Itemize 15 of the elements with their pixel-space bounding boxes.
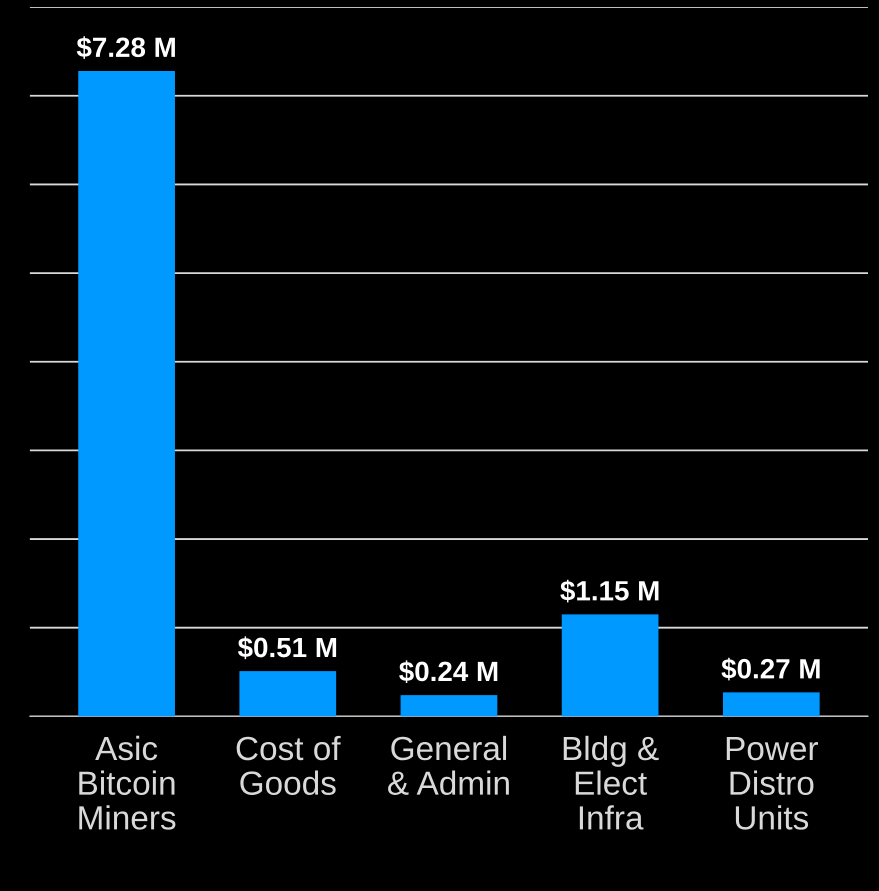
data-label: $0.27 M (721, 658, 820, 680)
bar (239, 671, 336, 716)
x-tick-label: Cost of Goods (236, 736, 341, 795)
bar (400, 695, 498, 716)
x-tick-label: Power Distro Units (726, 737, 818, 830)
data-label: $0.24 M (399, 660, 498, 684)
data-label: $1.15 M (560, 580, 658, 602)
x-tick-label: General & Admin (388, 736, 509, 795)
bar (78, 70, 175, 716)
x-tick-label: Asic Bitcoin Miners (79, 736, 176, 830)
data-label: $0.51 M (238, 636, 336, 660)
data-label: $7.28 M (76, 36, 175, 59)
bar (722, 692, 820, 716)
bar (562, 614, 658, 716)
x-tick-label: Bldg & Elect Infra (564, 736, 659, 830)
